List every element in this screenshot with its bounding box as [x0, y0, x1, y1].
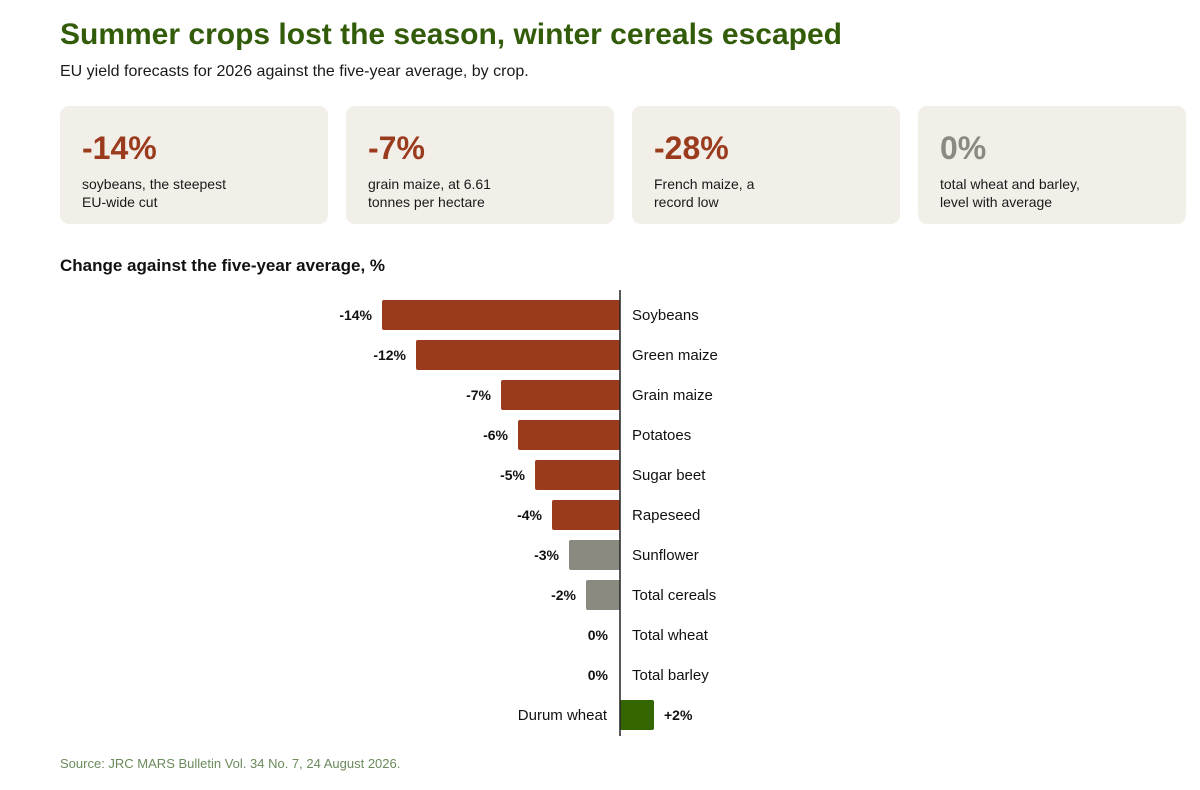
- bar-rapeseed: [552, 500, 620, 530]
- value-label: -14%: [339, 307, 372, 323]
- bar-grain-maize: [501, 380, 620, 410]
- source-note: Source: JRC MARS Bulletin Vol. 34 No. 7,…: [60, 756, 401, 771]
- category-label: Potatoes: [632, 427, 691, 444]
- page-title: Summer crops lost the season, winter cer…: [60, 18, 842, 51]
- category-label: Total wheat: [632, 627, 709, 644]
- value-label: -3%: [534, 547, 559, 563]
- stat-card-value: -7%: [368, 130, 425, 166]
- value-label: -7%: [466, 387, 491, 403]
- stat-card-french-maize: -28% French maize, a record low: [632, 106, 900, 224]
- category-label: Durum wheat: [518, 707, 608, 724]
- category-label: Total cereals: [632, 587, 716, 604]
- value-label: -5%: [500, 467, 525, 483]
- category-label: Sugar beet: [632, 467, 706, 484]
- value-label: -4%: [517, 507, 542, 523]
- value-label: 0%: [588, 627, 609, 643]
- category-label: Sunflower: [632, 547, 699, 564]
- category-label: Grain maize: [632, 387, 713, 404]
- stat-card-value: -28%: [654, 130, 729, 166]
- stat-card-value: -14%: [82, 130, 157, 166]
- bar-green-maize: [416, 340, 620, 370]
- value-label: +2%: [664, 707, 693, 723]
- value-label: 0%: [588, 667, 609, 683]
- category-label: Rapeseed: [632, 507, 700, 524]
- value-label: -2%: [551, 587, 576, 603]
- category-label: Soybeans: [632, 307, 699, 324]
- stat-card-description: soybeans, the steepest EU-wide cut: [82, 176, 226, 210]
- stat-card-wheat-barley: 0% total wheat and barley, level with av…: [918, 106, 1186, 224]
- bar-durum-wheat: [620, 700, 654, 730]
- bar-sugar-beet: [535, 460, 620, 490]
- value-label: -6%: [483, 427, 508, 443]
- bar-soybeans: [382, 300, 620, 330]
- stat-card-value: 0%: [940, 130, 987, 166]
- bar-total-cereals: [586, 580, 620, 610]
- bar-potatoes: [518, 420, 620, 450]
- value-label: -12%: [373, 347, 406, 363]
- stat-card-grain-maize: -7% grain maize, at 6.61 tonnes per hect…: [346, 106, 614, 224]
- stat-cards: -14% soybeans, the steepest EU-wide cut …: [60, 106, 1186, 224]
- chart-title: Change against the five-year average, %: [60, 256, 386, 275]
- stat-card-description: grain maize, at 6.61 tonnes per hectare: [368, 176, 491, 210]
- stat-card-description: total wheat and barley, level with avera…: [940, 176, 1080, 210]
- category-label: Total barley: [632, 667, 709, 684]
- bar-sunflower: [569, 540, 620, 570]
- stat-card-soybeans: -14% soybeans, the steepest EU-wide cut: [60, 106, 328, 224]
- diverging-bar-chart: -14% Soybeans -12% Green maize -7% Grain maiz…: [339, 290, 718, 736]
- stat-card-description: French maize, a record low: [654, 176, 755, 210]
- page-subtitle: EU yield forecasts for 2026 against the …: [60, 63, 529, 80]
- category-label: Green maize: [632, 347, 718, 364]
